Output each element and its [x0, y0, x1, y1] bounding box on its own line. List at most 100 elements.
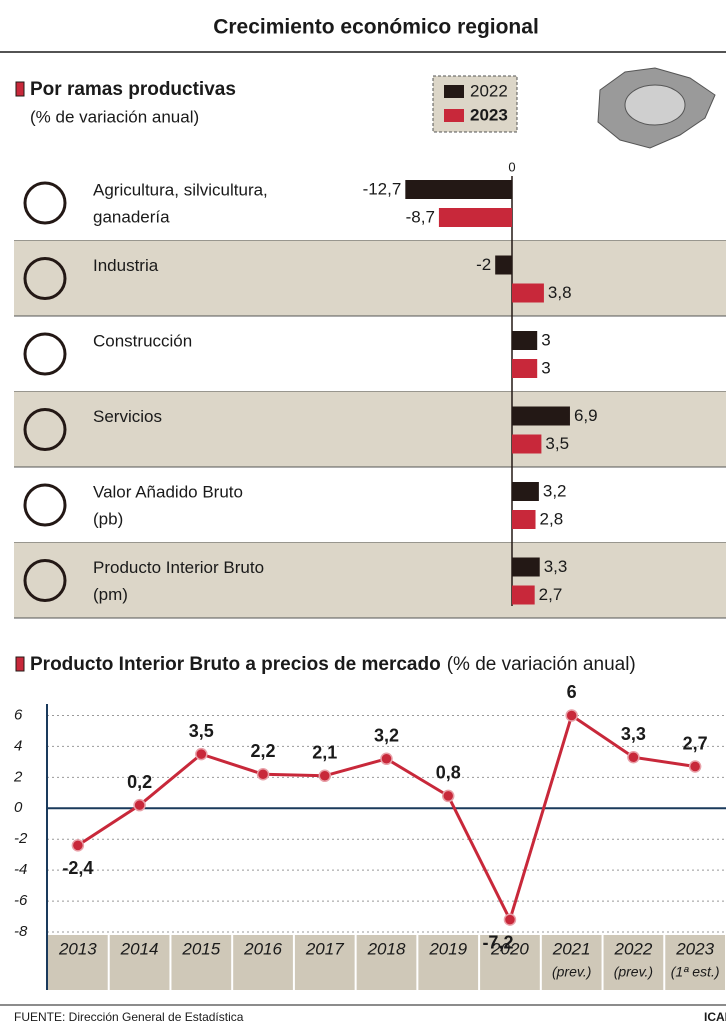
x-tick-label: 2021 [552, 939, 591, 958]
category-icon [23, 559, 67, 602]
point [318, 769, 332, 783]
value-label: -8,7 [406, 207, 435, 226]
source: FUENTE: Dirección General de Estadística [14, 1010, 244, 1024]
x-tick-label: 0 [508, 159, 515, 174]
value-label: 0,2 [127, 772, 152, 792]
x-tick-label: 2019 [428, 939, 467, 958]
legend-swatch [444, 85, 464, 98]
value-label: 3 [541, 330, 550, 349]
section-subtitle: (% de variación anual) [30, 107, 199, 126]
value-label: 2,1 [312, 743, 337, 763]
bar [512, 359, 538, 378]
legend-label: 2023 [470, 105, 508, 124]
point [503, 913, 517, 926]
category-label: Construcción [93, 331, 192, 350]
category-cell [480, 935, 540, 990]
y-tick-label: -2 [14, 830, 28, 847]
category-cell [48, 935, 108, 990]
credit: ICAL [704, 1010, 726, 1024]
value-label: 6 [567, 682, 577, 702]
point [441, 789, 455, 803]
value-label: 2,8 [540, 509, 564, 528]
x-tick-label: 2015 [181, 939, 220, 958]
legend-label: 2022 [470, 81, 508, 100]
legend-swatch [444, 109, 464, 122]
bar [512, 283, 544, 303]
y-tick-label: 2 [13, 768, 23, 785]
section-marker [15, 656, 25, 672]
category-cell [233, 935, 293, 990]
section-marker [15, 81, 25, 97]
value-label: 3,5 [189, 721, 214, 741]
value-label: 3,5 [545, 434, 569, 453]
category-cell [603, 935, 664, 990]
main-title: Crecimiento económico regional [213, 16, 539, 39]
value-label: 3 [541, 358, 550, 377]
x-tick-label: 2013 [58, 939, 97, 958]
value-label: -12,7 [363, 179, 402, 198]
category-label: ganadería [93, 207, 170, 226]
category-label: (pm) [93, 585, 128, 604]
category-icon [23, 257, 67, 300]
section-subtitle: (% de variación anual) [447, 654, 636, 675]
category-label: Agricultura, silvicultura, [93, 180, 268, 199]
y-tick-label: 0 [14, 799, 23, 816]
value-label: -7,2 [482, 932, 513, 952]
value-label: -2 [476, 255, 491, 274]
y-tick-label: -8 [14, 923, 28, 940]
coin-illustration [624, 84, 686, 126]
x-tick-note: (prev.) [552, 964, 591, 980]
row-band [14, 542, 726, 618]
category-icon [23, 181, 67, 225]
x-tick-label: 2018 [367, 939, 406, 958]
value-label: 3,2 [543, 481, 567, 500]
y-tick-label: 6 [14, 706, 23, 723]
x-tick-label: 2014 [120, 939, 159, 958]
point [688, 760, 702, 773]
x-tick-label: 2022 [613, 939, 652, 958]
value-label: 3,8 [548, 283, 572, 302]
point [195, 747, 208, 761]
row-band [14, 391, 726, 467]
x-tick-label: 2023 [675, 939, 714, 958]
category-icon [23, 408, 67, 451]
x-tick-note: (prev.) [614, 964, 653, 980]
x-tick-label: 2016 [243, 939, 282, 958]
category-icon [23, 332, 67, 376]
category-label: (pb) [93, 509, 123, 528]
point [256, 767, 270, 781]
category-cell [541, 935, 602, 990]
x-tick-label: 2020 [490, 939, 529, 958]
row-band [14, 240, 726, 316]
point [627, 750, 640, 764]
value-label: 2,7 [683, 733, 708, 753]
bar [512, 557, 540, 577]
y-tick-label: -4 [14, 861, 27, 878]
value-label: 2,2 [251, 741, 276, 761]
point [133, 798, 146, 812]
category-cell [294, 935, 355, 990]
section-title: Producto Interior Bruto a precios de mer… [30, 654, 441, 675]
category-cell [109, 935, 170, 990]
point [565, 709, 578, 722]
bar [512, 331, 538, 350]
category-cell [665, 935, 725, 990]
category-cell [418, 935, 479, 990]
bar [512, 434, 542, 454]
category-label: Valor Añadido Bruto [93, 482, 243, 501]
value-label: 6,9 [574, 406, 598, 425]
x-tick-label: 2017 [305, 939, 344, 958]
value-label: 3,2 [374, 726, 399, 746]
bar [512, 510, 536, 529]
y-tick-label: 4 [14, 737, 22, 754]
category-icon [23, 483, 67, 527]
value-label: 2,7 [539, 585, 563, 604]
bar [512, 585, 535, 605]
section-title: Por ramas productivas [30, 79, 236, 100]
bar [512, 406, 570, 426]
category-label: Servicios [93, 407, 162, 426]
category-label: Industria [93, 256, 159, 275]
bar [512, 482, 539, 501]
